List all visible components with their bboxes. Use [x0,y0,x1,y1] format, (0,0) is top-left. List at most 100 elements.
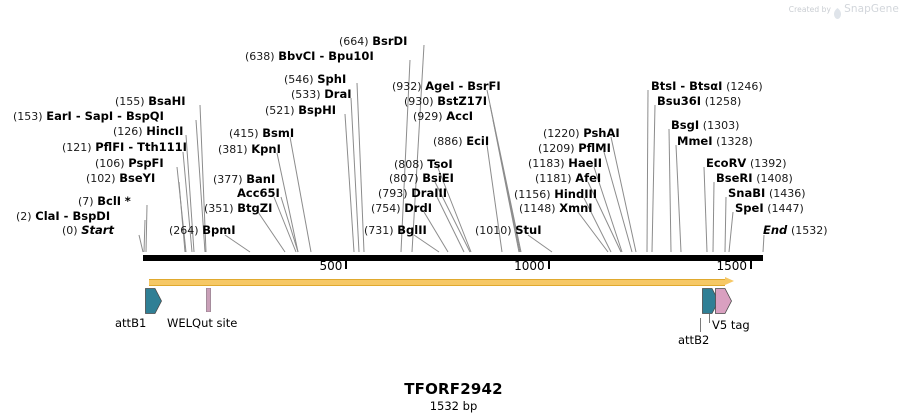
orf-arrow[interactable] [148,277,734,286]
enzyme-label-sphi[interactable]: (546) SphI [284,73,346,86]
enzyme-label-bseri[interactable]: BseRI (1408) [716,172,793,185]
enzyme-label-bsphi-part-2: BspHI [298,103,336,117]
enzyme-label-afei[interactable]: (1181) AfeI [535,172,601,185]
enzyme-label-haeii[interactable]: (1183) HaeII [528,157,602,170]
enzyme-label-bsiei-part-2: BsiEI [422,171,454,185]
enzyme-label-tsoi[interactable]: (808) TsoI [394,158,453,171]
enzyme-label-btsi-part-0: BtsI [651,79,677,93]
enzyme-label-bsmi[interactable]: (415) BsmI [229,127,294,140]
enzyme-label-ecii[interactable]: (886) EciI [433,135,489,148]
enzyme-label-bsrdi-part-0: (664) [339,35,369,48]
enzyme-label-end-part-0: End [763,223,788,237]
enzyme-label-bsiei[interactable]: (807) BsiEI [389,172,454,185]
enzyme-label-bseyi-part-2: BseYI [119,171,156,185]
enzyme-label-btsi-part-4: (1246) [726,80,763,93]
watermark-prefix: Created by [788,4,832,14]
enzyme-label-pflfi[interactable]: (121) PflFI - Tth111I [62,141,187,154]
enzyme-label-btsi[interactable]: BtsI - BtsαI (1246) [651,80,763,93]
feature-label-attB1[interactable]: attB1 [115,316,147,330]
enzyme-label-bbvci[interactable]: (638) BbvCI - Bpu10I [245,50,374,63]
enzyme-label-bani-part-0: (377) [213,173,243,186]
attb2-connector [700,318,701,332]
enzyme-label-hindiii-part-2: HindIII [554,187,598,201]
enzyme-label-bsgi-part-2: (1303) [702,119,740,132]
enzyme-label-agei[interactable]: (932) AgeI - BsrFI [392,80,501,93]
leader-line-acc65i [280,196,299,253]
enzyme-label-bsgi[interactable]: BsgI (1303) [671,119,739,132]
enzyme-label-hincii-part-0: (126) [113,125,143,138]
enzyme-label-clai[interactable]: (2) ClaI - BspDI [16,210,110,223]
enzyme-label-bsphi[interactable]: (521) BspHI [265,104,336,117]
ruler-tick-label-500: 500 [319,259,343,273]
enzyme-label-pshai-part-2: PshAI [583,126,620,140]
enzyme-label-bani[interactable]: (377) BanI [213,173,275,186]
enzyme-label-ecorv[interactable]: EcoRV (1392) [706,157,787,170]
enzyme-label-drai[interactable]: (533) DraI [291,88,352,101]
feature-glyph-v5-tag[interactable] [714,288,732,318]
enzyme-label-bsahi[interactable]: (155) BsaHI [115,95,186,108]
enzyme-label-hindiii[interactable]: (1156) HindIII [514,188,597,201]
leader-line-pflmi [603,151,633,253]
enzyme-label-bseyi-part-0: (102) [86,172,116,185]
leader-line-bsmi [289,136,312,253]
feature-label-welqut-site[interactable]: WELQut site [167,316,238,330]
enzyme-label-start-part-0: (0) [62,224,78,237]
enzyme-label-eari[interactable]: (153) EarI - SapI - BspQI [13,110,164,123]
enzyme-label-bseyi[interactable]: (102) BseYI [86,172,155,185]
enzyme-label-mmei-part-0: MmeI [677,134,713,148]
ruler-tick-label-1000: 1000 [514,259,545,273]
enzyme-label-acci[interactable]: (929) AccI [413,110,473,123]
enzyme-label-pshai[interactable]: (1220) PshAI [543,127,620,140]
enzyme-label-pspfi[interactable]: (106) PspFI [95,157,164,170]
enzyme-label-kpni-part-0: (381) [218,143,248,156]
enzyme-label-xmni[interactable]: (1148) XmnI [519,202,593,215]
feature-label-v5-tag[interactable]: V5 tag [712,318,750,332]
enzyme-label-stui[interactable]: (1010) StuI [475,224,541,237]
enzyme-label-clai-part-3: - [59,209,73,223]
enzyme-label-sphi-part-0: (546) [284,73,314,86]
enzyme-label-draiii[interactable]: (793) DraIII [378,187,447,200]
enzyme-label-mmei[interactable]: MmeI (1328) [677,135,753,148]
enzyme-label-btgzi[interactable]: (351) BtgZI [204,202,272,215]
enzyme-label-start[interactable]: (0) Start [62,224,114,237]
enzyme-label-bstz17i[interactable]: (930) BstZ17I [404,95,487,108]
feature-glyph-welqut-site[interactable] [205,287,212,316]
enzyme-label-bpmi[interactable]: (264) BpmI [169,224,236,237]
enzyme-label-drdi[interactable]: (754) DrdI [371,202,432,215]
enzyme-label-bcli[interactable]: (7) BclI * [78,195,131,208]
enzyme-label-snabi[interactable]: SnaBI (1436) [728,187,806,200]
enzyme-label-btgzi-part-2: BtgZI [237,201,273,215]
leader-line-spei [728,211,734,253]
ruler-tick-500 [345,261,348,269]
enzyme-label-eari-part-0: (153) [13,110,43,123]
leader-line-drai [350,97,360,253]
enzyme-label-kpni[interactable]: (381) KpnI [218,143,281,156]
enzyme-label-spei[interactable]: SpeI (1447) [735,202,804,215]
enzyme-label-pflmi[interactable]: (1209) PflMI [538,142,611,155]
enzyme-label-bglii[interactable]: (731) BglII [364,224,427,237]
enzyme-label-clai-part-4: BspDI [72,209,111,223]
enzyme-label-bbvci-part-3: - [315,49,329,63]
enzyme-label-hincii[interactable]: (126) HincII [113,125,183,138]
leader-line-bglii [413,234,440,253]
feature-label-attB2[interactable]: attB2 [678,333,710,347]
enzyme-label-bsrdi[interactable]: (664) BsrDI [339,35,407,48]
leader-line-bsgi [668,128,672,253]
enzyme-label-pflfi-part-2: PflFI [95,140,125,154]
leader-line-bsu36i [651,104,656,253]
enzyme-label-bsmi-part-0: (415) [229,127,259,140]
enzyme-label-end[interactable]: End (1532) [763,224,828,237]
enzyme-label-bstz17i-part-0: (930) [404,95,434,108]
leader-line-kpni [276,152,299,253]
enzyme-label-bseri-part-2: (1408) [756,172,793,185]
enzyme-label-bpmi-part-0: (264) [169,224,199,237]
enzyme-label-ecorv-part-0: EcoRV [706,156,747,170]
feature-glyph-attB1[interactable] [145,288,163,318]
enzyme-label-bsrdi-part-2: BsrDI [372,34,408,48]
enzyme-label-hindiii-part-0: (1156) [514,188,551,201]
enzyme-label-drdi-part-0: (754) [371,202,401,215]
leader-line-stui [527,234,553,253]
enzyme-label-acci-part-2: AccI [446,109,474,123]
enzyme-label-acc65i[interactable]: Acc65I [237,187,280,199]
enzyme-label-bsu36i[interactable]: Bsu36I (1258) [657,95,741,108]
